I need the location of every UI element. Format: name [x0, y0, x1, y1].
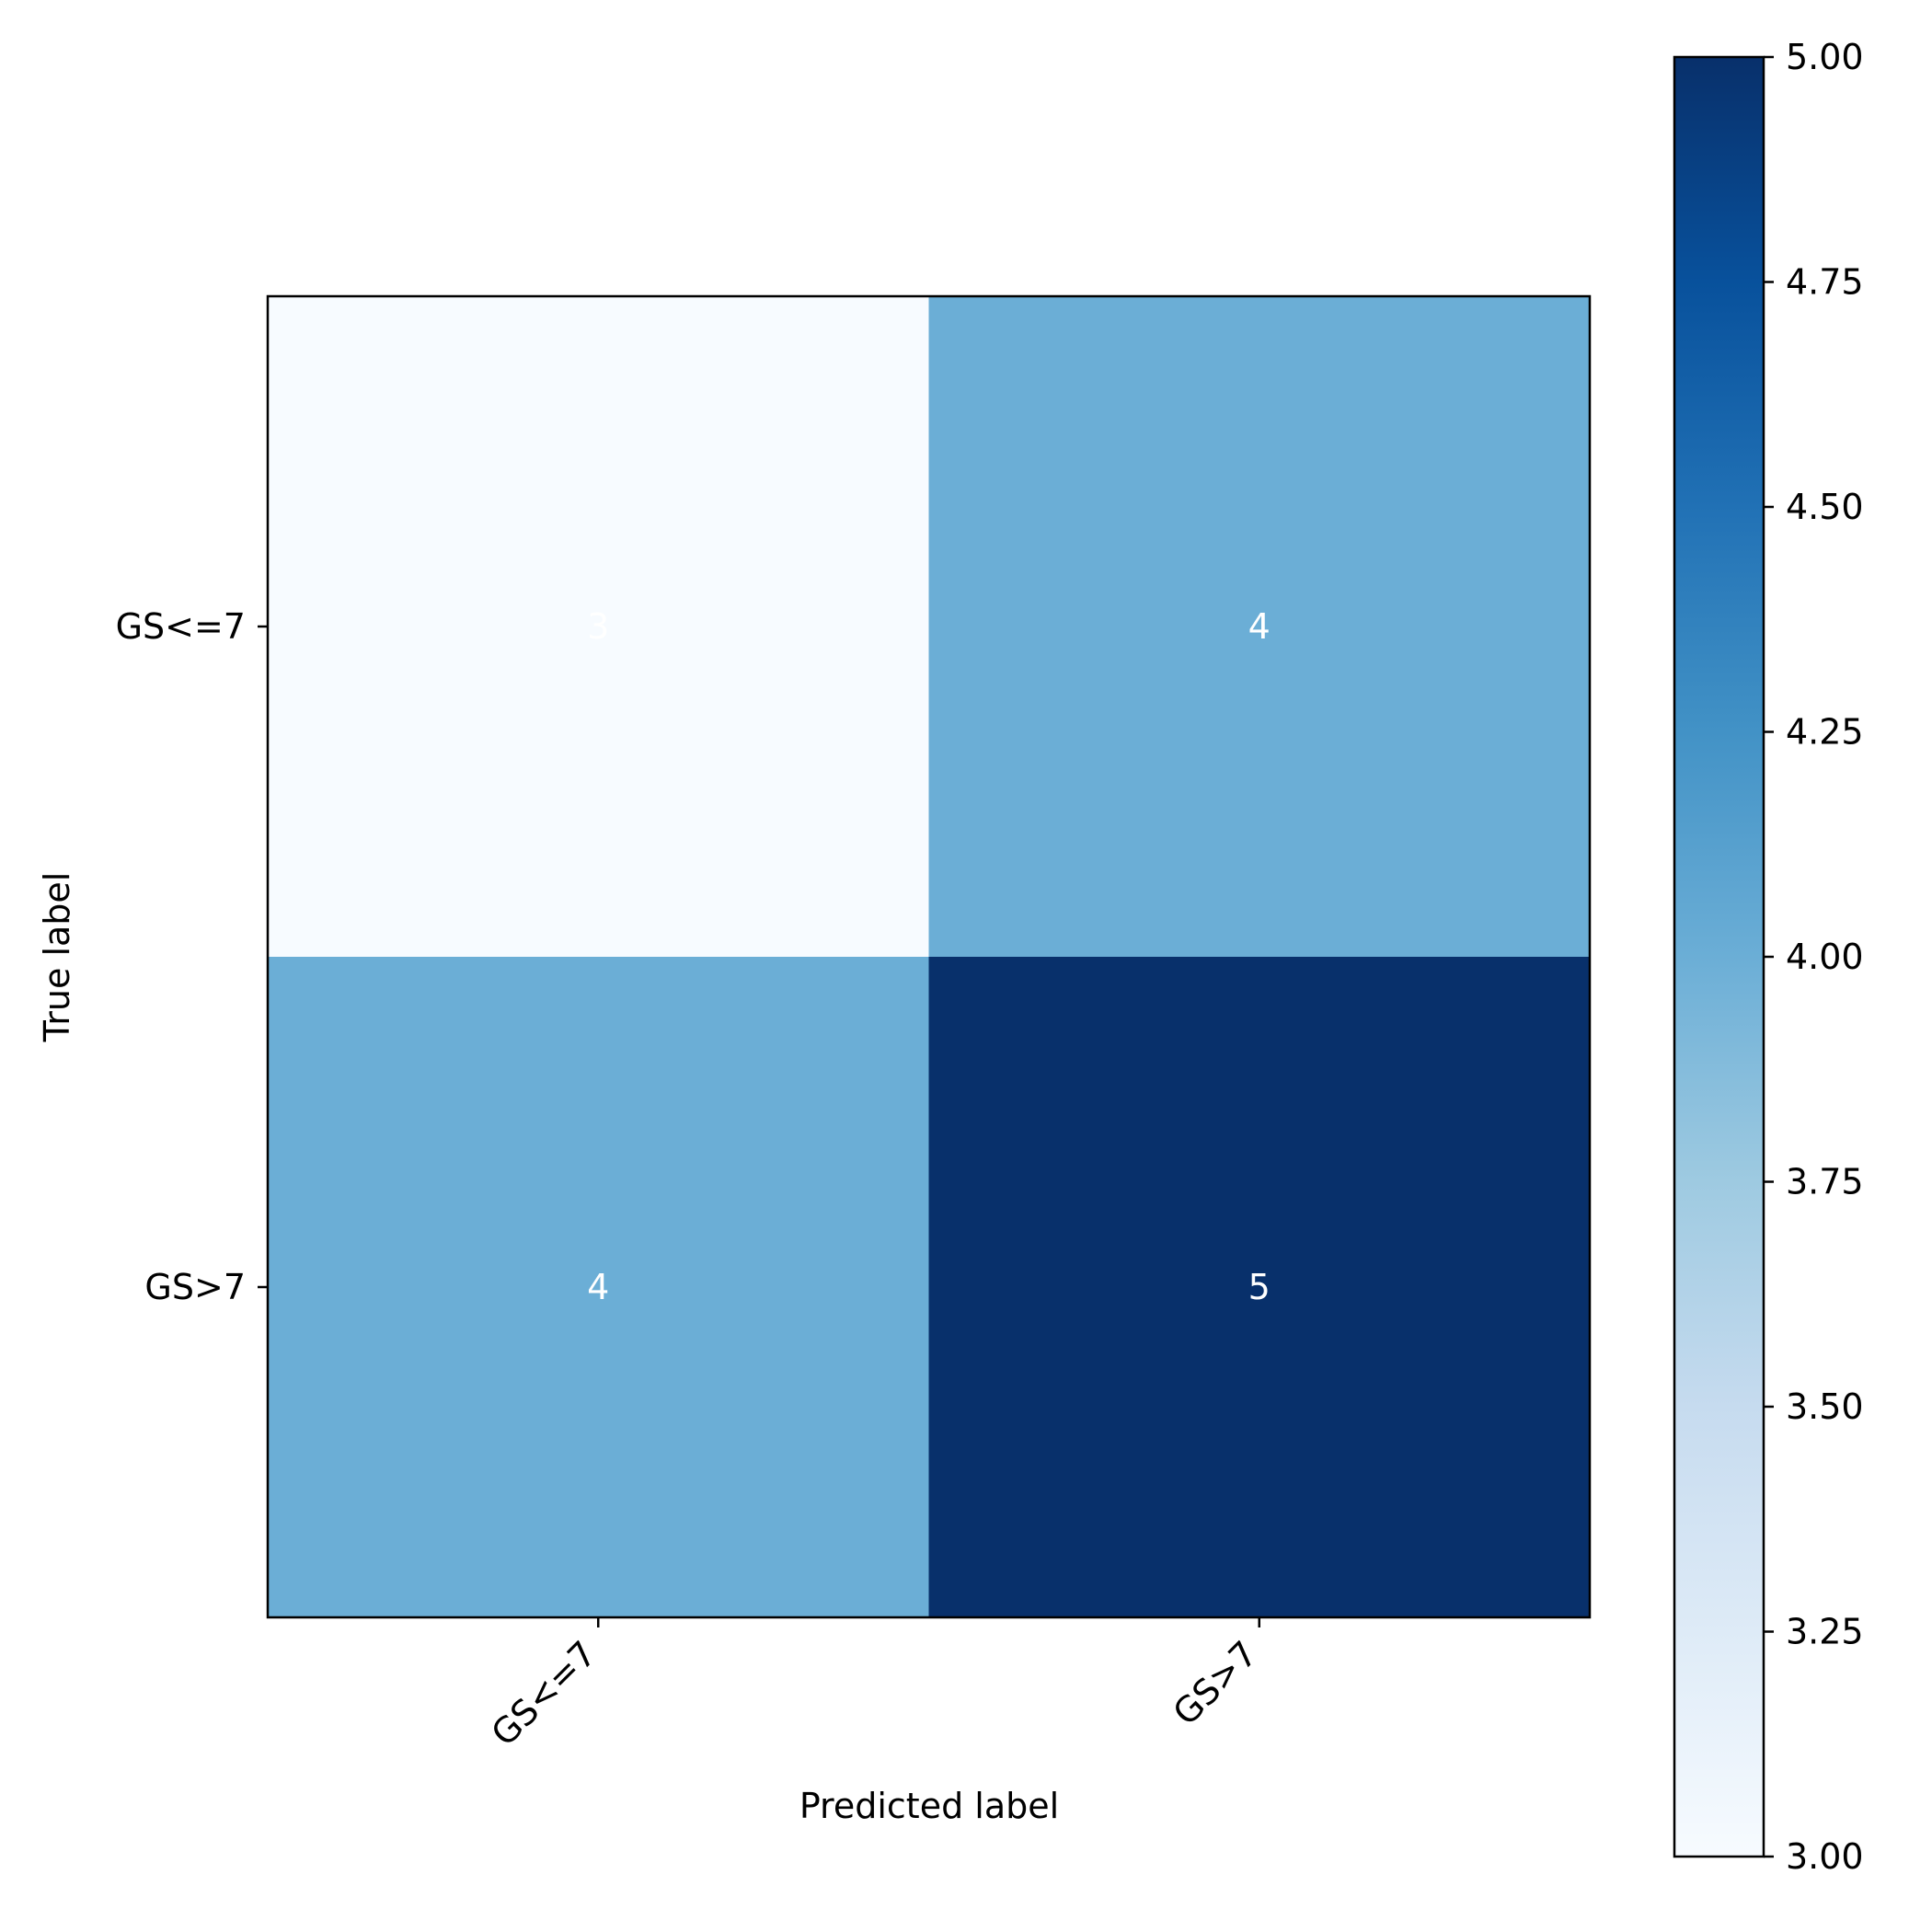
- colorbar-tick-label: 4.50: [1786, 487, 1864, 527]
- x-axis-ticks: GS<=7 GS>7: [483, 1617, 1265, 1754]
- y-tick-label: GS<=7: [116, 606, 246, 647]
- cell-value-label: 5: [1248, 1267, 1271, 1307]
- heatmap-cell: [268, 296, 929, 958]
- colorbar-tick-label: 3.50: [1786, 1386, 1864, 1427]
- colorbar-tick-label: 4.25: [1786, 712, 1864, 753]
- x-axis-title: Predicted label: [799, 1786, 1059, 1826]
- colorbar-tick-label: 3.00: [1786, 1836, 1864, 1877]
- colorbar-tick-label: 3.75: [1786, 1162, 1864, 1202]
- colorbar-tick-label: 4.00: [1786, 937, 1864, 977]
- heatmap-cell: [928, 957, 1591, 1618]
- colorbar-gradient: [1673, 55, 1765, 1858]
- plot-frame: [266, 294, 1592, 1619]
- colorbar-tick-label: 3.25: [1786, 1612, 1864, 1652]
- x-tick-label: GS<=7: [483, 1633, 604, 1754]
- y-tick-label: GS>7: [144, 1267, 246, 1307]
- colorbar-tick-label: 4.75: [1786, 262, 1864, 303]
- cell-value-label: 4: [1248, 606, 1271, 647]
- heatmap-cell: [928, 296, 1591, 958]
- cell-value-label: 4: [587, 1267, 609, 1307]
- colorbar-ticks: 3.00 3.25 3.50 3.75 4.00 4.25 4.50 4.75 5.00: [1764, 37, 1864, 1877]
- y-axis-title: True label: [37, 872, 77, 1043]
- cell-value-labels: 3 4 4 5: [587, 606, 1271, 1307]
- x-tick-label: GS>7: [1166, 1633, 1266, 1733]
- cell-value-label: 3: [587, 606, 609, 647]
- colorbar-tick-label: 5.00: [1786, 37, 1864, 77]
- y-axis-ticks: GS<=7 GS>7: [116, 606, 268, 1307]
- heatmap-cell: [268, 957, 929, 1618]
- heatmap-cells: [268, 296, 1591, 1618]
